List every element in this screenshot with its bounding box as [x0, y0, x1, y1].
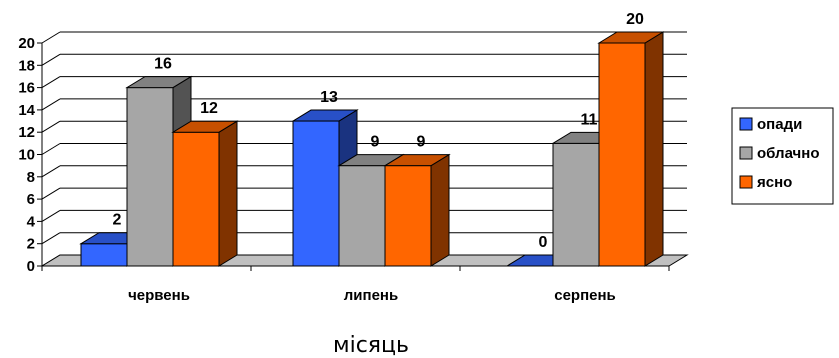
y-tick-label: 18: [18, 57, 35, 74]
y-tick-label: 14: [18, 102, 35, 119]
bar-front: [384, 165, 432, 267]
bar-front: [552, 142, 600, 267]
bar-front: [598, 42, 646, 267]
data-label: 13: [320, 89, 338, 106]
category-label: серпень: [554, 287, 616, 304]
gridline-diagonal: [41, 209, 61, 222]
category-label: липень: [344, 287, 398, 304]
y-tick-label: 20: [18, 35, 35, 52]
y-tick-label: 10: [18, 147, 35, 164]
bar: [383, 153, 451, 267]
y-tick-label: 2: [27, 236, 35, 253]
bar-front: [126, 87, 174, 267]
y-tick-label: 8: [27, 169, 35, 186]
legend-label: ясно: [757, 174, 792, 191]
data-label: 11: [581, 111, 598, 128]
legend-swatch: [739, 175, 753, 189]
category-label: червень: [128, 287, 190, 304]
data-label: 9: [371, 134, 380, 151]
y-tick-label: 16: [18, 80, 35, 97]
bar-top: [291, 109, 359, 122]
legend-label: облачно: [757, 145, 819, 162]
bar-top: [125, 76, 193, 89]
data-label: 2: [113, 212, 122, 229]
legend-swatch: [739, 117, 753, 131]
y-tick-label: 12: [18, 124, 35, 141]
gridline-diagonal: [41, 143, 61, 155]
bar-front: [292, 120, 340, 267]
bar-top: [597, 31, 665, 44]
data-label: 9: [417, 134, 426, 151]
bar-front: [80, 243, 128, 267]
bar-side: [430, 153, 450, 267]
data-label: 20: [626, 11, 644, 28]
bar-front: [338, 165, 386, 267]
gridline-diagonal: [41, 53, 61, 66]
gridline-diagonal: [41, 165, 61, 178]
gridline-diagonal: [41, 187, 61, 200]
legend-swatch: [739, 146, 753, 160]
bar-front: [172, 131, 220, 267]
y-tick-label: 6: [27, 191, 35, 208]
bar: [597, 31, 665, 267]
bar: [171, 120, 239, 267]
bar-top: [171, 120, 239, 133]
data-label: 0: [539, 234, 548, 251]
bar-top: [383, 154, 451, 167]
data-label: 12: [200, 100, 218, 117]
bars: [79, 31, 665, 267]
y-tick-label: 4: [27, 213, 36, 230]
x-axis-title: місяць: [333, 333, 409, 358]
gridline-diagonal: [41, 232, 61, 245]
category-labels: червень липень серпень: [128, 287, 616, 304]
gridline-diagonal: [41, 98, 61, 111]
legend: опади облачно ясно: [731, 107, 834, 205]
gridline-diagonal: [41, 76, 61, 89]
data-label: 16: [154, 56, 172, 73]
bar-side: [218, 120, 238, 267]
legend-label: опади: [757, 116, 802, 133]
y-tick-label: 0: [27, 258, 35, 275]
gridline-diagonal: [41, 120, 61, 133]
bar-side: [644, 31, 664, 267]
data-labels: 2 16 12 13 9 9 0 11 20: [113, 11, 644, 251]
gridline-diagonal: [41, 31, 61, 44]
